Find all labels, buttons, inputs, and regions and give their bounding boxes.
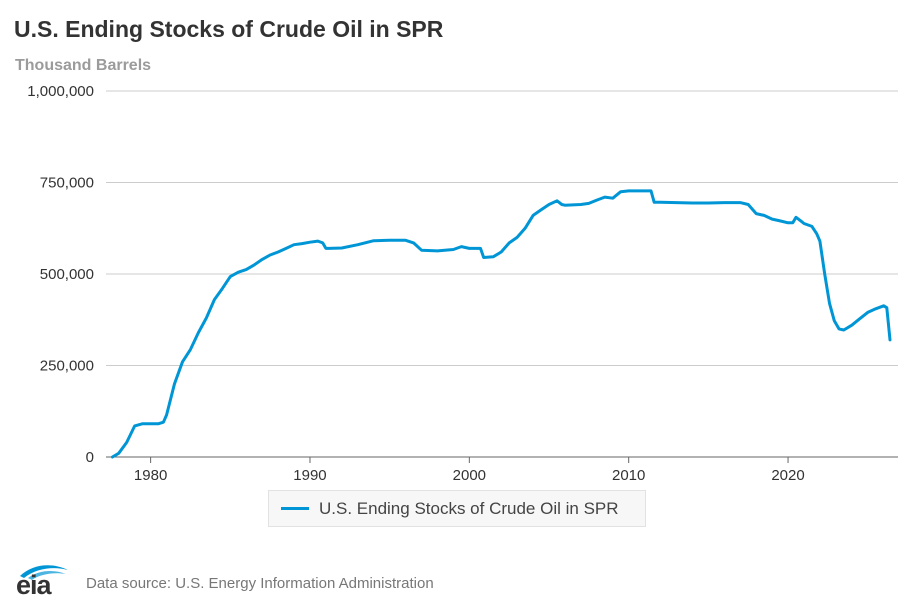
gridlines xyxy=(106,90,898,458)
y-tick-label: 250,000 xyxy=(40,358,94,375)
y-tick-label: 1,000,000 xyxy=(27,83,94,100)
series-layer xyxy=(110,189,892,459)
y-axis-unit-label: Thousand Barrels xyxy=(15,57,152,74)
data-source: Data source: U.S. Energy Information Adm… xyxy=(86,575,434,592)
y-tick-label: 0 xyxy=(86,449,94,466)
eia-logo-text: eia xyxy=(16,570,52,600)
series-line-spr-stocks[interactable] xyxy=(110,189,892,459)
x-tick-label: 1980 xyxy=(134,467,167,484)
x-tick-label: 2010 xyxy=(612,467,645,484)
chart-title: U.S. Ending Stocks of Crude Oil in SPR xyxy=(14,16,444,42)
legend[interactable]: U.S. Ending Stocks of Crude Oil in SPR xyxy=(268,490,646,527)
footer: eia xyxy=(14,562,70,600)
x-tick-label: 1990 xyxy=(293,467,326,484)
legend-label: U.S. Ending Stocks of Crude Oil in SPR xyxy=(319,498,619,518)
x-axis-ticks: 1980 1990 2000 2010 2020 xyxy=(134,457,805,484)
eia-logo-icon[interactable]: eia xyxy=(14,562,70,600)
x-tick-label: 2000 xyxy=(453,467,486,484)
y-tick-label: 500,000 xyxy=(40,266,94,283)
legend-swatch xyxy=(281,507,309,510)
y-axis-ticks: 0 250,000 500,000 750,000 1,000,000 xyxy=(27,83,94,466)
eia-swoosh-icon xyxy=(20,565,68,580)
x-tick-label: 2020 xyxy=(771,467,804,484)
y-tick-label: 750,000 xyxy=(40,175,94,192)
